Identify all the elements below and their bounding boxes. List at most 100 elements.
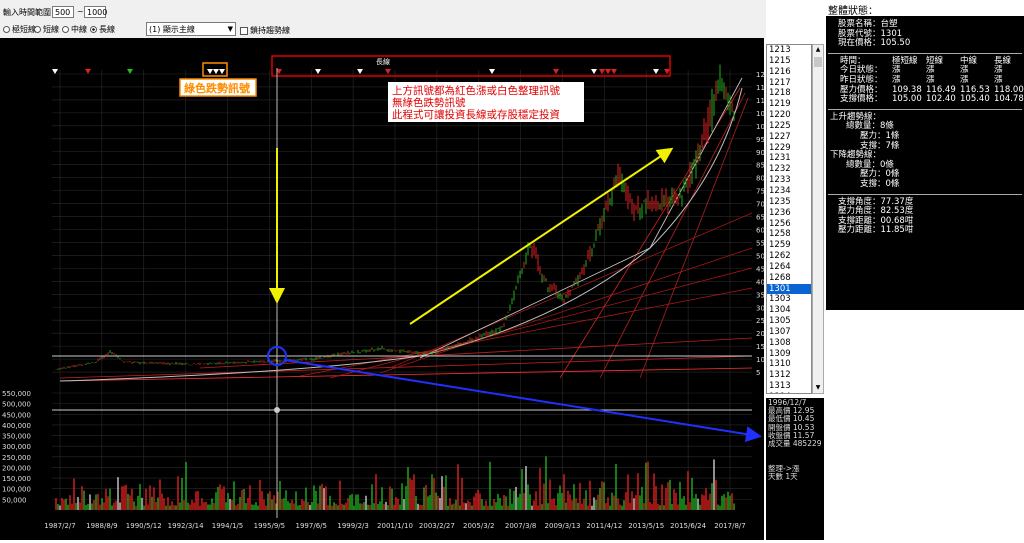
date-tick-label: 1990/5/12 bbox=[126, 522, 162, 530]
stock-list-item[interactable]: 1314 bbox=[767, 392, 811, 393]
price-tick-label: 70 bbox=[756, 201, 764, 209]
price-tick-label: 120 bbox=[756, 71, 764, 79]
signal-marker-icon bbox=[52, 69, 58, 74]
status-line: 支撐：7條 bbox=[860, 140, 900, 151]
stock-list-item[interactable]: 1234 bbox=[769, 185, 791, 196]
stock-list-item[interactable]: 1262 bbox=[769, 251, 791, 262]
stock-list-item[interactable]: 1218 bbox=[769, 88, 791, 99]
day-info-line: 成交量 485229 bbox=[768, 438, 822, 448]
stock-list-item[interactable]: 1236 bbox=[769, 207, 791, 218]
up-trend-section: 上升趨勢線： 總數量：8條 壓力：1條 支撐：7條 bbox=[826, 112, 1024, 151]
volume-tick-label: 150,000 bbox=[2, 475, 31, 483]
status-table-row: 昨日狀態： 漲 漲 漲 漲 bbox=[840, 74, 1024, 86]
price-tick-label: 90 bbox=[756, 149, 764, 157]
stock-list-item[interactable]: 1256 bbox=[769, 218, 791, 229]
stock-list[interactable]: 1213 1215 1216 1217 1218 1219 1220 1225 1227 1229… bbox=[766, 44, 812, 394]
range-from-input[interactable]: 500 bbox=[52, 6, 74, 18]
trend-line bbox=[389, 212, 753, 369]
stock-list-item[interactable]: 1310 bbox=[769, 359, 791, 370]
status-table-cell: 昨日狀態： bbox=[840, 74, 883, 85]
date-tick-label: 2013/5/15 bbox=[628, 522, 664, 530]
status-line: 支撐距離：00.68咁 bbox=[838, 215, 914, 226]
stock-list-item[interactable]: 1231 bbox=[769, 153, 791, 164]
stock-list-item[interactable]: 1215 bbox=[769, 55, 791, 66]
signal-box bbox=[271, 55, 671, 77]
range-to-input[interactable]: 1000 bbox=[84, 6, 107, 18]
price-tick-label: 5 bbox=[756, 369, 760, 377]
date-tick-label: 1987/2/7 bbox=[44, 522, 75, 530]
radio-selected-icon bbox=[90, 26, 97, 33]
line-option-label: 長線 bbox=[99, 25, 115, 34]
stock-list-item[interactable]: 1303 bbox=[769, 294, 791, 305]
stock-list-item[interactable]: 1225 bbox=[769, 120, 791, 131]
line-option-long[interactable]: 長線 bbox=[90, 24, 115, 35]
chevron-down-icon: ▼ bbox=[227, 25, 233, 33]
scroll-down-icon[interactable]: ▼ bbox=[815, 384, 821, 391]
day-info-line: 最低價 10.45 bbox=[768, 414, 815, 424]
volume-bars bbox=[55, 456, 735, 510]
status-table-cell: 長線 bbox=[994, 55, 1012, 66]
volume-tick-label: 300,000 bbox=[2, 443, 31, 451]
stock-list-item[interactable]: 1213 bbox=[769, 45, 791, 55]
stock-list-item[interactable]: 1232 bbox=[769, 164, 791, 175]
trend-line bbox=[599, 92, 746, 379]
scroll-up-icon[interactable]: ▲ bbox=[815, 46, 821, 53]
volume-tick-label: 550,000 bbox=[2, 390, 31, 398]
status-line: 壓力距離：11.85咁 bbox=[838, 225, 914, 236]
signal-marker-icon bbox=[85, 69, 91, 74]
stock-list-item[interactable]: 1258 bbox=[769, 229, 791, 240]
stock-chart[interactable]: 1201151101051009590858075706560555045403… bbox=[0, 38, 769, 540]
stock-list-item[interactable]: 1312 bbox=[769, 370, 791, 381]
day-info-line: 開盤價 10.53 bbox=[768, 422, 815, 432]
range-separator: ~ bbox=[77, 7, 84, 16]
stock-list-item[interactable]: 1304 bbox=[769, 305, 791, 316]
trend-line bbox=[379, 247, 753, 374]
status-table-row: 時間： 極短線 短線 中線 長線 bbox=[840, 55, 1024, 67]
status-line: 支撐角度：77.37度 bbox=[838, 196, 914, 207]
price-tick-label: 60 bbox=[756, 227, 764, 235]
status-table-cell: 109.38 bbox=[892, 84, 922, 95]
price-tick-label: 115 bbox=[756, 84, 764, 92]
stock-list-item[interactable]: 1229 bbox=[769, 142, 791, 153]
stock-list-item[interactable]: 1259 bbox=[769, 240, 791, 251]
status-line: 壓力：1條 bbox=[860, 130, 900, 141]
price-tick-label: 85 bbox=[756, 162, 764, 170]
trend-line bbox=[59, 355, 753, 379]
price-tick-label: 105 bbox=[756, 110, 764, 118]
price-tick-label: 45 bbox=[756, 265, 764, 273]
stock-list-item[interactable]: 1268 bbox=[769, 272, 791, 283]
stock-list-item[interactable]: 1227 bbox=[769, 131, 791, 142]
note-line-2: 無綠色跌勢訊號 bbox=[392, 96, 466, 109]
stock-list-item[interactable]: 1309 bbox=[769, 348, 791, 359]
stock-list-item[interactable]: 1217 bbox=[769, 77, 791, 88]
line-option-mid[interactable]: 中線 bbox=[62, 24, 87, 35]
stock-list-item[interactable]: 1220 bbox=[769, 110, 791, 121]
stock-list-item[interactable]: 1313 bbox=[769, 381, 791, 392]
stock-list-item[interactable]: 1301 bbox=[767, 283, 811, 295]
signal-marker-icon bbox=[664, 69, 670, 74]
keep-trend-checkbox[interactable]: 鎖持趨勢線 bbox=[240, 25, 290, 36]
stock-list-item[interactable]: 1264 bbox=[769, 261, 791, 272]
stock-list-scrollbar[interactable]: ▲ ▼ bbox=[812, 44, 824, 394]
status-table-cell: 漲 bbox=[892, 65, 901, 76]
line-option-very-short[interactable]: 極短線 bbox=[3, 24, 36, 35]
status-table-cell: 116.53 bbox=[960, 84, 990, 95]
price-tick-label: 65 bbox=[756, 214, 764, 222]
status-table-cell: 118.00 bbox=[994, 84, 1024, 95]
stock-list-item[interactable]: 1235 bbox=[769, 196, 791, 207]
stock-list-item[interactable]: 1233 bbox=[769, 175, 791, 186]
stock-list-item[interactable]: 1308 bbox=[769, 337, 791, 348]
stock-list-item[interactable]: 1219 bbox=[769, 99, 791, 110]
stock-list-item[interactable]: 1305 bbox=[769, 316, 791, 327]
day-info-line: 整理->漲 bbox=[768, 463, 800, 473]
line-option-short[interactable]: 短線 bbox=[34, 24, 59, 35]
scroll-thumb[interactable] bbox=[814, 57, 822, 67]
stock-list-item[interactable]: 1307 bbox=[769, 326, 791, 337]
trend-line bbox=[59, 367, 753, 382]
stock-list-item[interactable]: 1216 bbox=[769, 66, 791, 77]
trend-select[interactable]: (1) 顯示主線 ▼ bbox=[146, 22, 236, 36]
trend-line bbox=[199, 337, 753, 369]
signal-box-label: 長線 bbox=[376, 57, 390, 66]
note-line-3: 此程式可讓投資長線或存股穩定投資 bbox=[392, 108, 560, 121]
range-label: 輸入時間範圍： bbox=[3, 8, 59, 17]
